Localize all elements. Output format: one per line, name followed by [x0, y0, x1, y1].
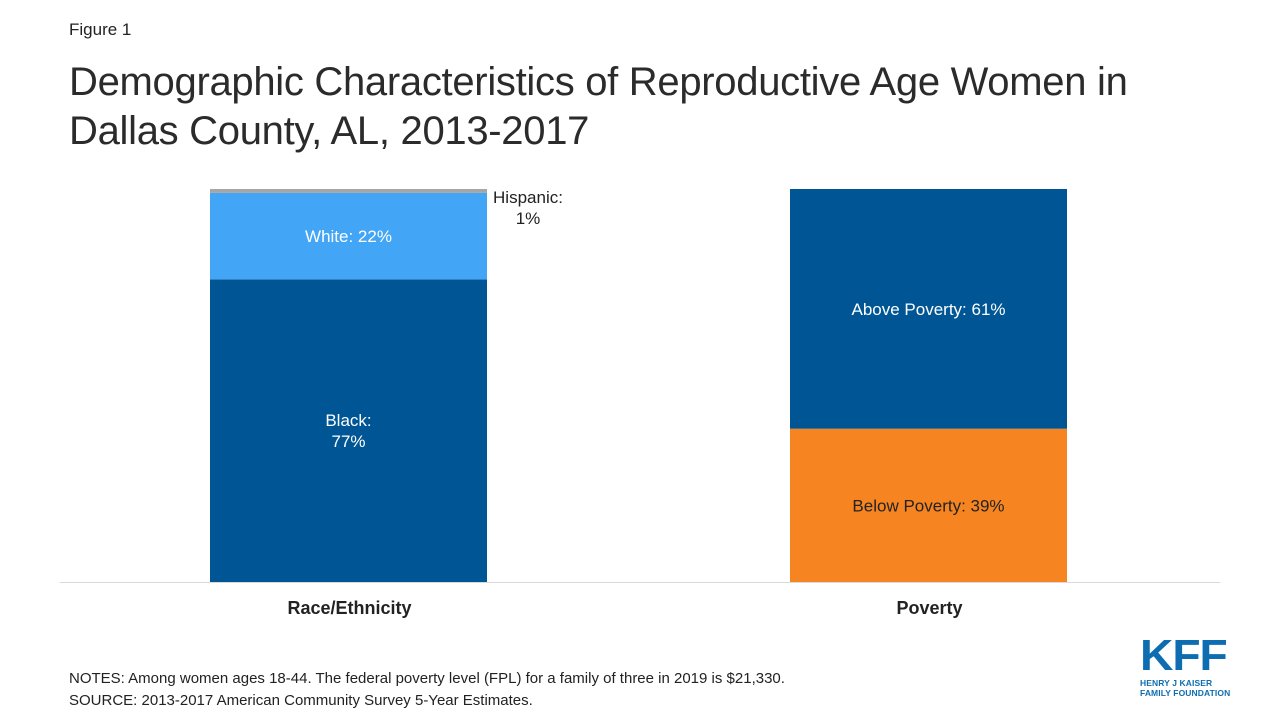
data-label-line: Above Poverty: 61%: [851, 300, 1005, 319]
logo-mark: KFF: [1140, 631, 1228, 680]
data-label-hispanic: Hispanic: 1%: [493, 188, 563, 228]
logo-line-1: HENRY J KAISER: [1140, 678, 1213, 688]
bar-segment-black: [210, 279, 487, 582]
stacked-bar-chart: Black: 77% White: 22% Hispanic: 1% Race/Ethni…: [60, 188, 1220, 618]
data-label-line: 1%: [516, 209, 541, 228]
kff-logo: KFF HENRY J KAISER FAMILY FOUNDATION: [1140, 634, 1240, 700]
data-label-line: White: 22%: [305, 227, 392, 246]
data-label-line: Black:: [325, 411, 371, 430]
data-label-line: Hispanic:: [493, 188, 563, 207]
data-label-black: Black: 77%: [325, 411, 371, 451]
figure-label: Figure 1: [69, 20, 132, 39]
x-tick-label: Poverty: [896, 598, 962, 618]
data-label-white: White: 22%: [305, 227, 392, 246]
bar-segment-white: [210, 192, 487, 280]
data-label-line: Below Poverty: 39%: [852, 496, 1004, 515]
x-tick-label: Race/Ethnicity: [287, 598, 411, 618]
bar-segment-below-poverty: [790, 428, 1067, 582]
data-label-above-poverty: Above Poverty: 61%: [851, 300, 1005, 319]
data-label-below-poverty: Below Poverty: 39%: [852, 496, 1004, 515]
bar-segment-above-poverty: [790, 189, 1067, 429]
chart-title: Demographic Characteristics of Reproduct…: [69, 60, 1128, 153]
source-text: SOURCE: 2013-2017 American Community Sur…: [69, 692, 533, 709]
data-label-line: 77%: [331, 432, 365, 451]
logo-line-2: FAMILY FOUNDATION: [1140, 688, 1231, 698]
bar-segment-hispanic: [210, 189, 487, 193]
notes: NOTES: Among women ages 18-44. The feder…: [69, 668, 785, 712]
notes-text: NOTES: Among women ages 18-44. The feder…: [69, 670, 785, 687]
